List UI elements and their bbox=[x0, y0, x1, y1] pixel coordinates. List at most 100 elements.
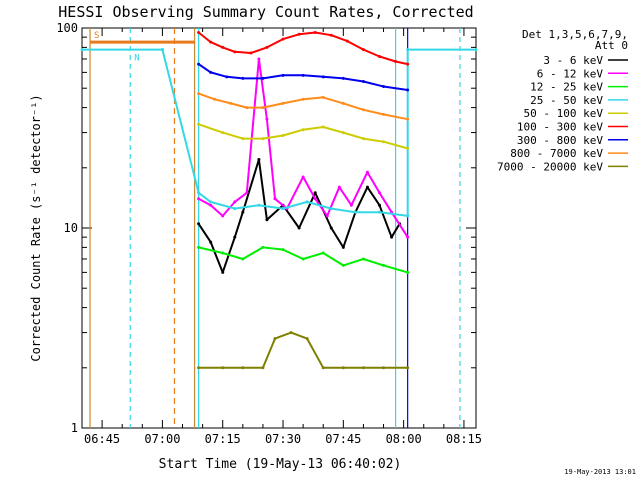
legend-title-line: Att 0 bbox=[595, 39, 628, 52]
data-point bbox=[241, 137, 245, 141]
data-point bbox=[197, 92, 201, 96]
data-point bbox=[245, 106, 249, 110]
series-line-5 bbox=[197, 31, 408, 66]
data-point bbox=[257, 57, 261, 61]
legend-label: 7000 - 20000 keV bbox=[497, 160, 603, 173]
x-tick-label: 07:45 bbox=[325, 432, 361, 446]
series-layer bbox=[80, 30, 478, 370]
data-point bbox=[406, 48, 410, 52]
series-line-4 bbox=[198, 123, 408, 150]
data-point bbox=[233, 200, 237, 204]
data-point bbox=[80, 48, 84, 52]
data-point bbox=[221, 214, 225, 218]
data-point bbox=[361, 108, 365, 112]
data-point bbox=[281, 73, 285, 77]
data-point bbox=[382, 263, 386, 267]
y-tick-label: 100 bbox=[56, 21, 78, 35]
series-line-3 bbox=[82, 48, 476, 217]
data-point bbox=[321, 125, 325, 129]
y-tick-label: 10 bbox=[64, 221, 78, 235]
data-point bbox=[197, 197, 201, 201]
series-line-7 bbox=[198, 92, 408, 121]
data-point bbox=[265, 117, 269, 121]
data-point bbox=[329, 226, 333, 230]
data-point bbox=[361, 366, 365, 370]
data-point bbox=[365, 170, 369, 174]
data-point bbox=[209, 200, 213, 204]
chart-title: HESSI Observing Summary Count Rates, Cor… bbox=[58, 3, 473, 21]
data-point bbox=[382, 366, 386, 370]
data-point bbox=[378, 210, 382, 214]
legend-label: 300 - 800 keV bbox=[517, 134, 603, 147]
data-point bbox=[406, 366, 410, 370]
footer-timestamp: 19-May-2013 13:01 bbox=[564, 468, 636, 476]
data-point bbox=[321, 75, 325, 79]
data-point bbox=[221, 131, 225, 135]
data-point bbox=[197, 30, 201, 34]
data-point bbox=[241, 257, 245, 261]
data-point bbox=[209, 70, 213, 74]
data-point bbox=[261, 137, 265, 141]
data-point bbox=[341, 76, 345, 80]
data-point bbox=[221, 366, 225, 370]
data-point bbox=[313, 197, 317, 201]
series-line-6 bbox=[198, 63, 408, 91]
data-point bbox=[265, 218, 269, 222]
x-tick-label: 08:00 bbox=[386, 432, 422, 446]
data-point bbox=[221, 251, 225, 255]
data-point bbox=[406, 235, 410, 239]
data-point bbox=[197, 222, 201, 226]
data-point bbox=[406, 214, 410, 218]
x-tick-label: 07:30 bbox=[265, 432, 301, 446]
data-point bbox=[273, 337, 277, 341]
data-point bbox=[257, 203, 261, 207]
series-line-1 bbox=[198, 58, 409, 238]
data-point bbox=[313, 30, 317, 34]
data-point bbox=[301, 128, 305, 132]
data-point bbox=[341, 263, 345, 267]
data-point bbox=[301, 257, 305, 261]
data-point bbox=[233, 50, 237, 54]
data-point bbox=[209, 240, 213, 244]
data-point bbox=[241, 76, 245, 80]
data-point bbox=[329, 207, 333, 211]
x-tick-label: 08:15 bbox=[446, 432, 482, 446]
plot-area: 06:45 07:00 07:15 07:30 07:45 08:00 08:15 1101… bbox=[56, 21, 482, 446]
data-point bbox=[197, 191, 201, 195]
data-point bbox=[281, 101, 285, 105]
data-point bbox=[257, 158, 261, 162]
data-point bbox=[241, 366, 245, 370]
data-point bbox=[160, 48, 164, 52]
data-point bbox=[382, 84, 386, 88]
data-point bbox=[261, 76, 265, 80]
data-point bbox=[378, 55, 382, 59]
data-point bbox=[337, 185, 341, 189]
data-point bbox=[321, 251, 325, 255]
data-point bbox=[221, 270, 225, 274]
data-point bbox=[361, 48, 365, 52]
legend-label: 800 - 7000 keV bbox=[510, 147, 603, 160]
annotation-label: S bbox=[94, 31, 99, 41]
data-point bbox=[281, 207, 285, 211]
data-point bbox=[341, 245, 345, 249]
legend-label: 12 - 25 keV bbox=[530, 81, 603, 94]
data-point bbox=[321, 366, 325, 370]
x-tick-label: 07:00 bbox=[144, 432, 180, 446]
data-point bbox=[406, 88, 410, 92]
data-point bbox=[197, 245, 201, 249]
legend-label: 6 - 12 keV bbox=[537, 67, 604, 80]
data-point bbox=[406, 117, 410, 121]
data-point bbox=[349, 203, 353, 207]
data-point bbox=[289, 331, 293, 335]
data-point bbox=[301, 175, 305, 179]
data-point bbox=[329, 33, 333, 37]
annotation-layer: SN bbox=[90, 31, 195, 64]
data-point bbox=[213, 97, 217, 101]
data-point bbox=[233, 235, 237, 239]
data-point bbox=[394, 59, 398, 63]
y-axis-label: Corrected Count Rate (s⁻¹ detector⁻¹) bbox=[29, 94, 43, 361]
data-point bbox=[321, 95, 325, 99]
data-point bbox=[353, 210, 357, 214]
data-point bbox=[265, 45, 269, 49]
